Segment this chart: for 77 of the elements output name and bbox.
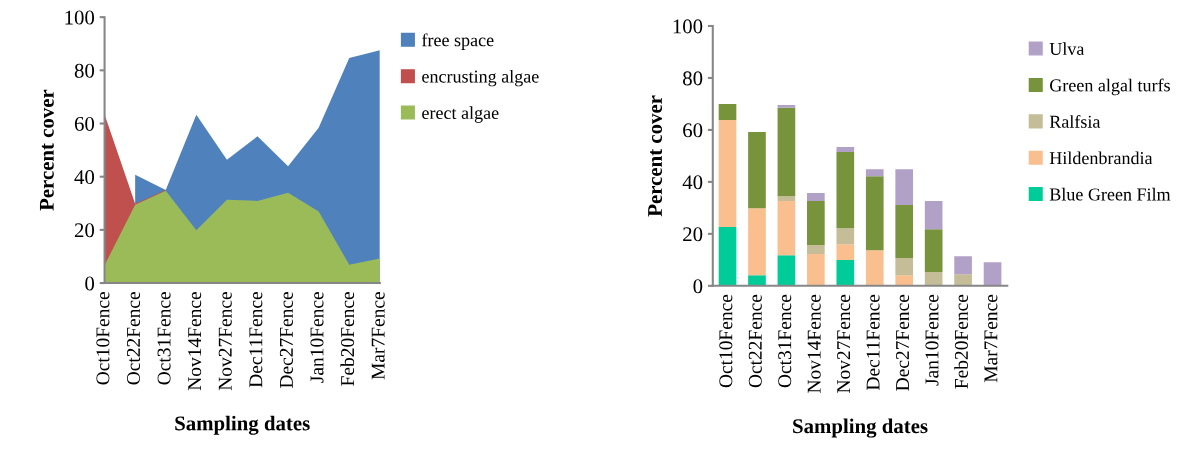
bar — [924, 229, 943, 273]
bar — [836, 260, 855, 286]
bar — [924, 201, 943, 230]
y-tick-label: 40 — [682, 175, 703, 190]
y-tick-label: 0 — [693, 279, 703, 294]
x-tick-label: Dec27Fence — [279, 292, 293, 388]
bar — [836, 152, 855, 229]
y-tick-label: 100 — [65, 10, 95, 25]
x-tick-label: Dec27Fence — [896, 294, 910, 391]
x-tick-label: Oct22Fence — [748, 294, 762, 388]
x-tick-label: Oct22Fence — [126, 292, 141, 385]
bar — [748, 208, 766, 276]
x-tick-label: Dec11Fence — [249, 292, 263, 388]
x-tick-label: Dec11Fence — [866, 294, 880, 391]
bar — [865, 169, 884, 177]
y-tick-label: 60 — [74, 116, 95, 131]
legend-label: Blue Green Film — [1049, 187, 1171, 201]
legend-label: Hildenbrandia — [1049, 151, 1153, 165]
bar — [807, 201, 825, 246]
y-tick-label: 60 — [683, 123, 703, 138]
x-tick-label: Oct10Fence — [96, 292, 110, 385]
y-tick-label: 20 — [683, 227, 703, 242]
legend-label: Ulva — [1049, 42, 1085, 56]
bar — [718, 120, 737, 228]
y-tick-label: 100 — [673, 19, 703, 34]
bar — [777, 107, 796, 197]
x-tick-label: Oct10Fence — [719, 294, 733, 388]
legend-label: encrusting algae — [422, 69, 539, 87]
bar — [718, 227, 737, 286]
x-tick-label: Nov27Fence — [218, 292, 232, 391]
bar — [895, 169, 914, 206]
bar — [807, 254, 825, 286]
legend-label: free space — [422, 33, 494, 50]
bar — [983, 262, 1002, 286]
legend-label: Green algal turfs — [1050, 78, 1170, 96]
x-tick-label: Oct31Fence — [778, 294, 792, 388]
x-tick-label: Nov14Fence — [807, 294, 821, 393]
bar — [865, 176, 884, 251]
bar — [895, 258, 914, 276]
bar — [836, 147, 855, 153]
bar — [807, 193, 825, 202]
bar — [748, 275, 766, 286]
y-tick-label: 40 — [74, 170, 95, 185]
y-axis-title: Percent cover — [648, 95, 663, 217]
bar — [895, 205, 914, 259]
bar — [924, 272, 943, 286]
bar — [836, 228, 855, 245]
x-tick-label: Oct31Fence — [157, 292, 171, 385]
bar — [865, 250, 884, 286]
bar — [954, 274, 972, 286]
x-tick-label: Mar7Fence — [984, 294, 998, 383]
x-tick-label: Feb20Fence — [954, 294, 968, 389]
bar — [777, 255, 796, 286]
x-axis-title: Sampling dates — [175, 415, 310, 435]
y-tick-label: 20 — [74, 223, 95, 238]
y-tick-label: 80 — [683, 71, 703, 86]
bar — [777, 196, 796, 202]
bar — [748, 132, 766, 209]
bar — [718, 103, 737, 121]
bar — [807, 245, 825, 255]
x-tick-label: Nov14Fence — [188, 292, 202, 391]
y-tick-label: 80 — [74, 63, 95, 78]
bar — [777, 104, 796, 108]
legend-label: Ralfsia — [1049, 114, 1101, 128]
legend-label: erect algae — [422, 106, 499, 123]
bar — [777, 201, 796, 256]
y-axis-title: Percent cover — [39, 89, 54, 211]
bar — [895, 275, 914, 286]
bar — [836, 244, 855, 261]
x-axis-title: Sampling dates — [793, 418, 928, 438]
x-tick-label: Jan10Fence — [925, 294, 939, 386]
x-tick-label: Jan10Fence — [310, 292, 324, 383]
bar — [954, 256, 972, 275]
x-tick-label: Nov27Fence — [837, 294, 851, 393]
x-tick-label: Mar7Fence — [371, 292, 385, 380]
y-tick-label: 0 — [85, 276, 95, 291]
x-tick-label: Feb20Fence — [340, 292, 355, 386]
